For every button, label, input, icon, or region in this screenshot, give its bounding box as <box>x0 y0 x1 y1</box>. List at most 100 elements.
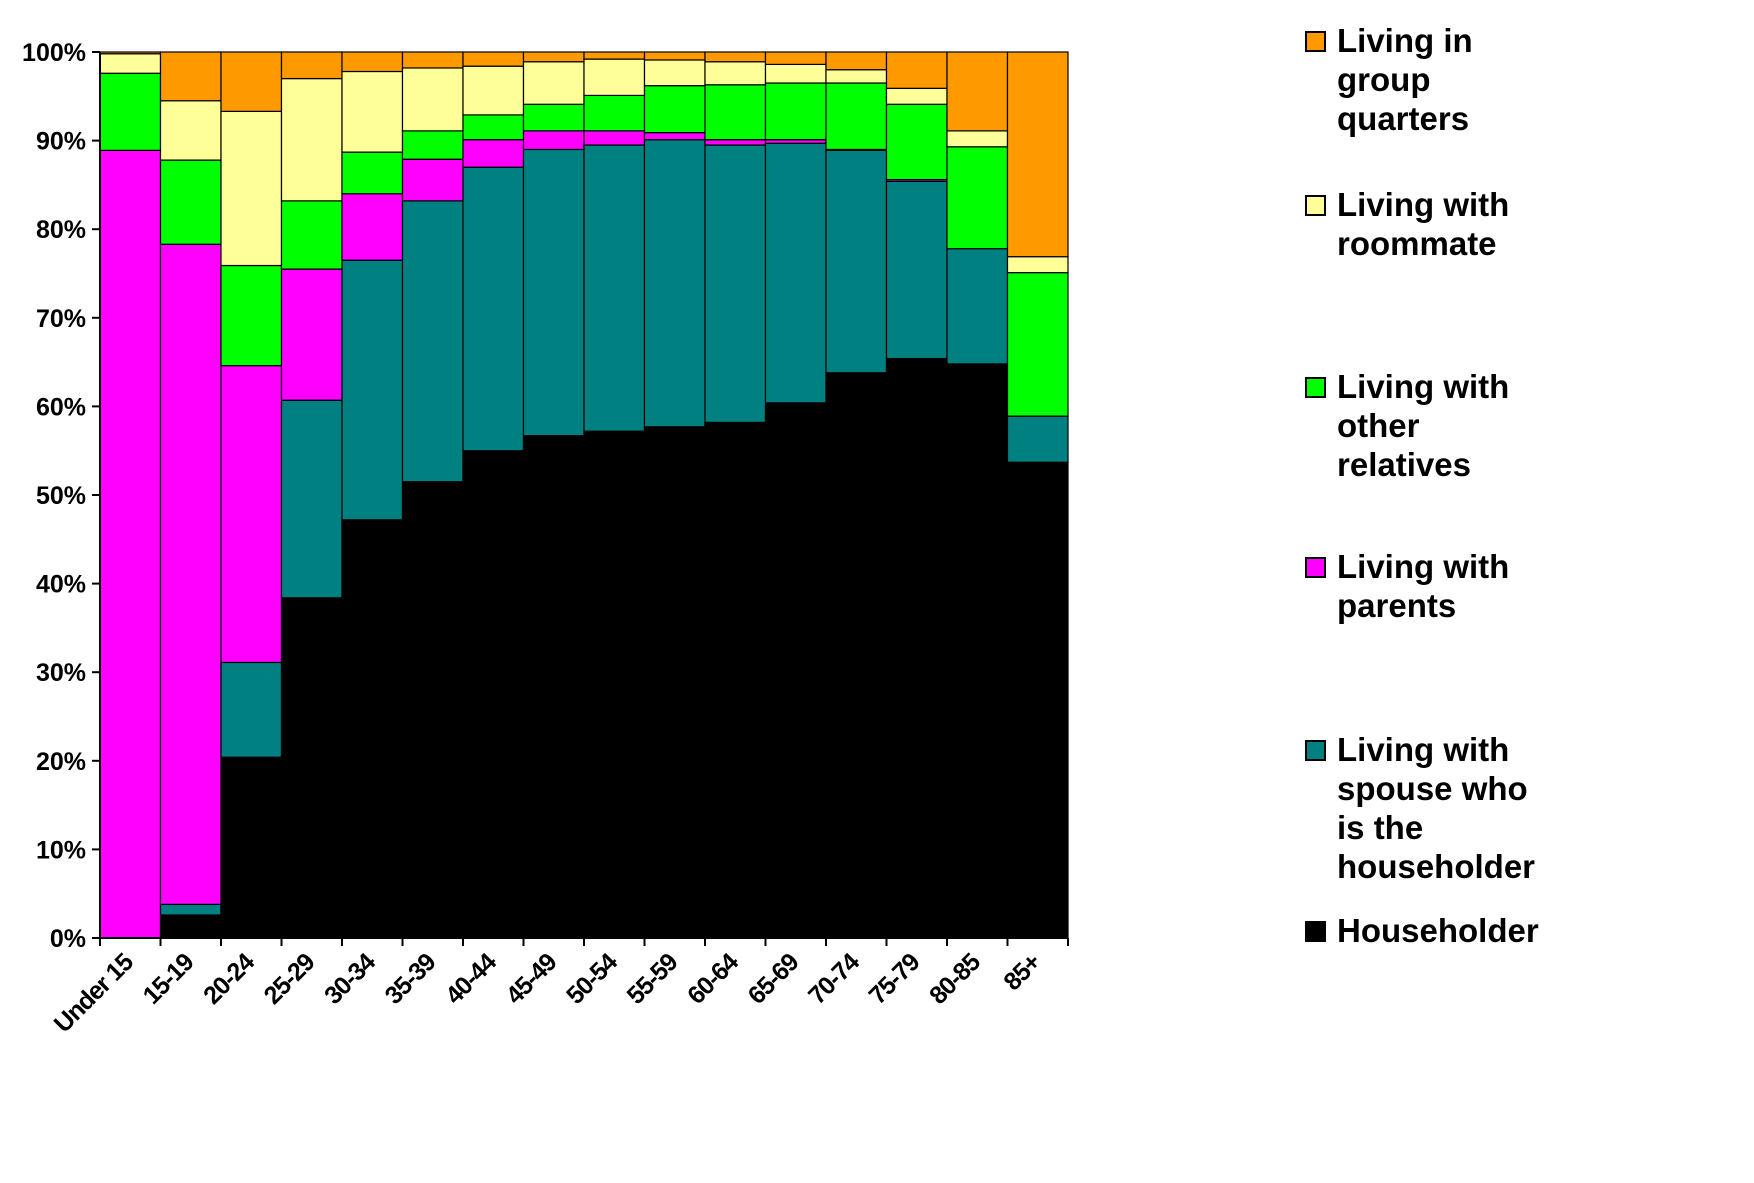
x-category-label: 40-44 <box>440 948 502 1010</box>
legend-label: Householder <box>1337 912 1539 949</box>
y-tick-label: 60% <box>36 393 86 421</box>
bar-segment-0-12 <box>825 372 888 939</box>
bar-segment-4-8 <box>583 58 646 97</box>
bar-segment-4-7 <box>522 61 585 105</box>
legend-swatch <box>1305 557 1326 578</box>
bar-segment-5-14 <box>946 51 1009 132</box>
y-tick-label: 100% <box>22 39 86 67</box>
bar-segment-0-11 <box>764 402 827 939</box>
bar-segment-2-7 <box>522 130 585 151</box>
bar-segment-4-9 <box>643 59 706 87</box>
x-category-label: 50-54 <box>561 948 623 1010</box>
legend-swatch <box>1305 31 1326 52</box>
bar-segment-5-3 <box>280 51 343 80</box>
bar-segment-3-10 <box>704 84 767 141</box>
bar-segment-0-2 <box>220 756 283 939</box>
bar-segment-1-1 <box>159 903 222 916</box>
bar-segment-3-4 <box>341 151 404 195</box>
bar-segment-1-2 <box>220 661 283 758</box>
bar-segment-4-11 <box>764 63 827 84</box>
bar-segment-4-0 <box>99 53 162 74</box>
bar-segment-4-2 <box>220 110 283 267</box>
bar-segment-5-11 <box>764 51 827 65</box>
bar-segment-2-1 <box>159 243 222 905</box>
legend-label: is the <box>1337 809 1423 846</box>
legend-label: group <box>1337 61 1430 98</box>
bar-segment-0-1 <box>159 914 222 939</box>
bar-segment-5-1 <box>159 51 222 102</box>
bar-segment-0-5 <box>401 481 464 939</box>
x-category-label: 20-24 <box>198 948 260 1010</box>
x-category-label: 45-49 <box>501 948 563 1010</box>
bar-segment-0-14 <box>946 363 1009 939</box>
bar-segment-2-4 <box>341 193 404 261</box>
bar-segment-5-7 <box>522 51 585 63</box>
legend-label: householder <box>1337 848 1535 885</box>
bar-segment-2-10 <box>704 139 767 146</box>
x-category-label: 75-79 <box>864 948 926 1010</box>
y-tick-label: 70% <box>36 305 86 333</box>
bar-segment-1-8 <box>583 144 646 432</box>
bar-segment-2-3 <box>280 268 343 401</box>
y-tick-label: 90% <box>36 128 86 156</box>
legend-swatch <box>1305 195 1326 216</box>
x-category-label: 70-74 <box>803 948 865 1010</box>
bar-segment-0-10 <box>704 421 767 939</box>
bar-segment-5-10 <box>704 51 767 63</box>
x-category-label: 30-34 <box>319 948 381 1010</box>
bar-segment-0-15 <box>1006 461 1069 939</box>
bar-segment-5-13 <box>885 51 948 89</box>
y-tick-label: 80% <box>36 216 86 244</box>
bar-segment-3-7 <box>522 103 585 132</box>
legend-label: roommate <box>1337 225 1497 262</box>
bar-segment-1-7 <box>522 148 585 437</box>
bar-segment-0-6 <box>462 450 525 939</box>
y-tick-label: 30% <box>36 659 86 687</box>
bar-segment-5-9 <box>643 51 706 61</box>
bar-segment-3-13 <box>885 103 948 181</box>
bar-segment-2-8 <box>583 130 646 146</box>
bar-segment-1-10 <box>704 144 767 423</box>
bar-segment-2-2 <box>220 365 283 664</box>
bar-segment-4-13 <box>885 87 948 105</box>
bar-segment-3-8 <box>583 94 646 132</box>
bar-segment-1-9 <box>643 139 706 428</box>
legend-label: relatives <box>1337 446 1471 483</box>
bar-segment-1-12 <box>825 149 888 374</box>
bar-segment-4-4 <box>341 70 404 153</box>
bar-segment-3-3 <box>280 200 343 270</box>
bar-segment-3-11 <box>764 82 827 141</box>
bar-segment-5-2 <box>220 51 283 112</box>
bar-segment-5-4 <box>341 51 404 73</box>
bar-segment-3-5 <box>401 130 464 160</box>
x-category-label: 55-59 <box>622 948 684 1010</box>
x-category-label: 65-69 <box>743 948 805 1010</box>
bar-segment-1-5 <box>401 200 464 483</box>
legend-label: Living with <box>1337 731 1509 768</box>
bars-group <box>99 51 1069 939</box>
bar-segment-3-0 <box>99 72 162 151</box>
y-tick-label: 10% <box>36 836 86 864</box>
bar-segment-2-5 <box>401 158 464 202</box>
x-category-label: 85+ <box>998 948 1046 996</box>
bar-segment-1-11 <box>764 142 827 404</box>
bar-segment-0-7 <box>522 435 585 939</box>
y-tick-label: 0% <box>50 925 86 953</box>
bar-segment-2-6 <box>462 139 525 168</box>
bar-segment-3-6 <box>462 114 525 141</box>
bar-segment-0-9 <box>643 426 706 939</box>
bar-segment-1-14 <box>946 248 1009 365</box>
legend-label: spouse who <box>1337 770 1528 807</box>
x-category-label: 25-29 <box>259 948 321 1010</box>
x-category-label: 60-64 <box>682 948 744 1010</box>
legend-label: quarters <box>1337 100 1469 137</box>
bar-segment-4-14 <box>946 130 1009 148</box>
bar-segment-5-12 <box>825 51 888 71</box>
legend-swatch <box>1305 377 1326 398</box>
bar-segment-3-12 <box>825 82 888 151</box>
bar-segment-0-13 <box>885 357 948 939</box>
bar-segment-5-15 <box>1006 51 1069 258</box>
bar-segment-5-5 <box>401 51 464 69</box>
x-category-label: 80-85 <box>924 948 986 1010</box>
